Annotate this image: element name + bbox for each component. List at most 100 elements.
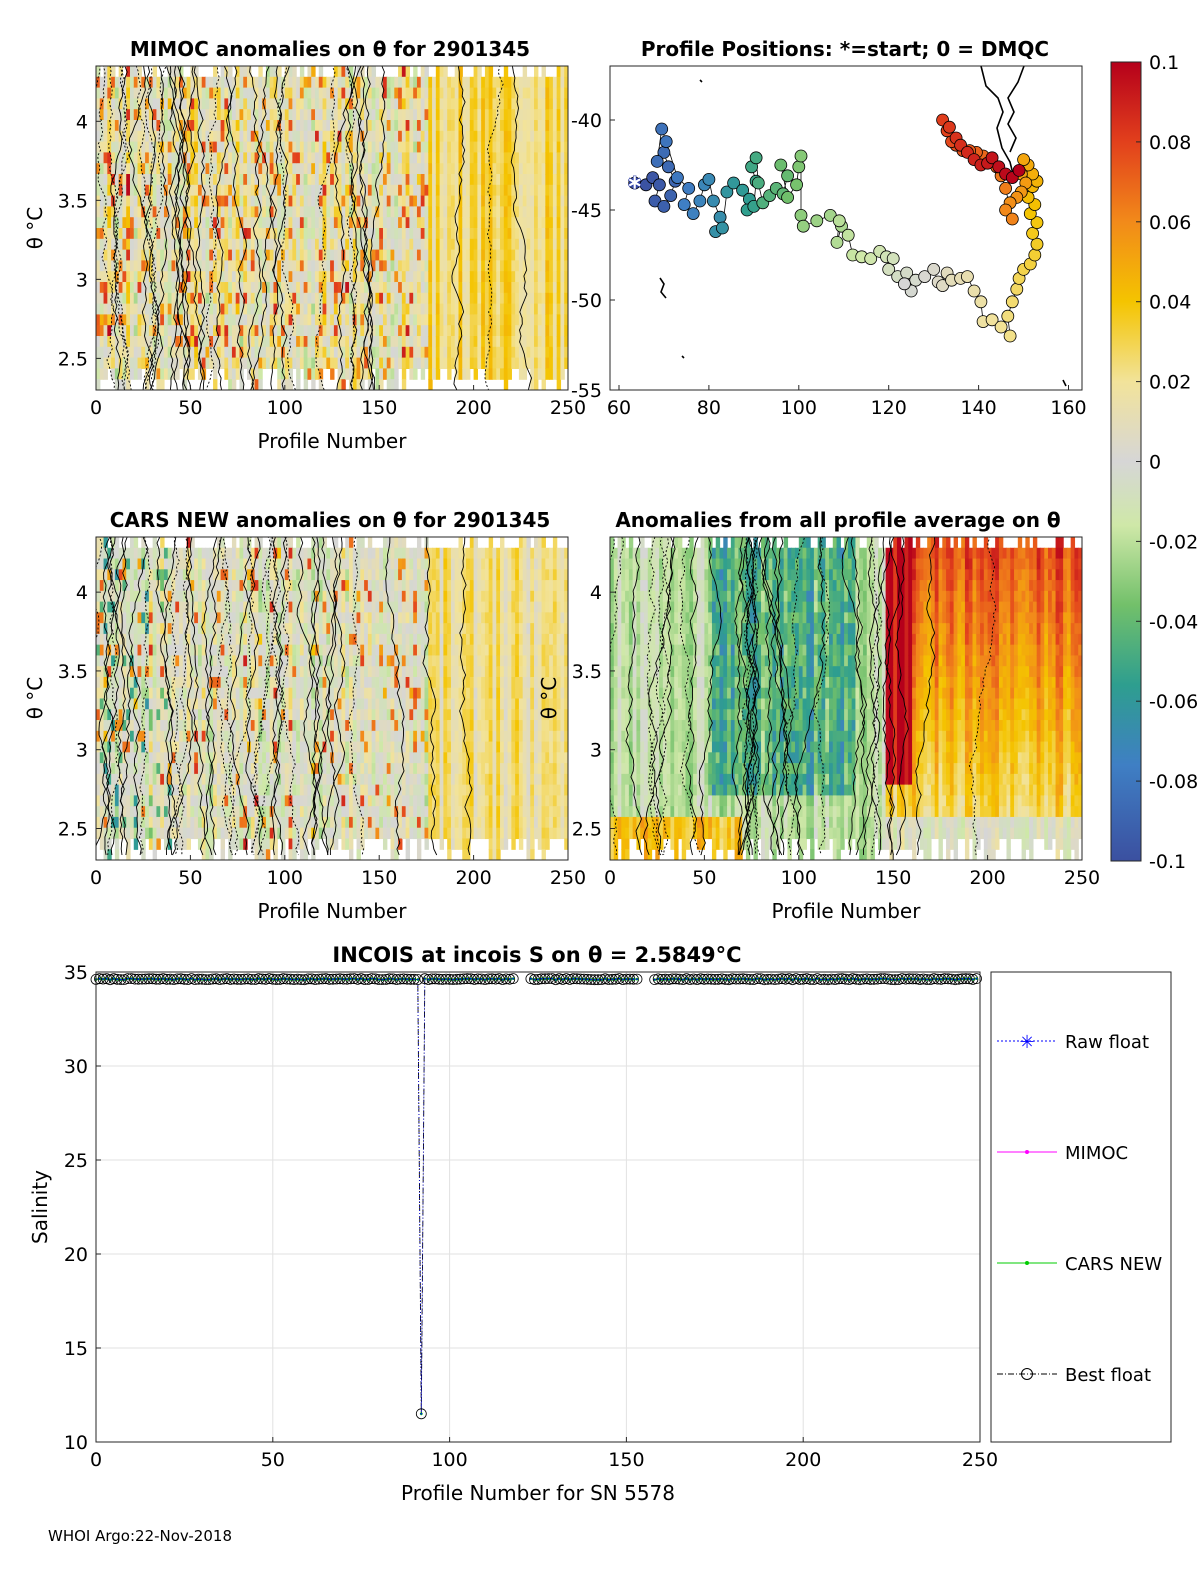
heatmap-cell — [265, 206, 271, 218]
heatmap-cell — [148, 623, 154, 635]
heatmap-cell — [292, 163, 297, 175]
heatmap-cell — [163, 547, 169, 560]
heatmap-cell — [405, 336, 411, 348]
mimoc-title: MIMOC anomalies on θ for 2901345 — [130, 37, 530, 61]
heatmap-cell — [111, 174, 116, 186]
profile-position-dot — [693, 194, 707, 208]
heatmap-cell — [107, 130, 112, 143]
heatmap-cell — [167, 152, 173, 164]
heatmap-cell — [220, 720, 225, 732]
heatmap-cell — [469, 184, 475, 197]
heatmap-cell — [265, 76, 271, 89]
heatmap-cell — [145, 752, 150, 764]
heatmap-cell — [129, 623, 135, 635]
heatmap-cell — [99, 325, 105, 337]
heatmap-cell — [103, 130, 108, 143]
heatmap-cell — [171, 314, 176, 326]
heatmap-cell — [213, 379, 218, 390]
heatmap-cell — [182, 109, 188, 121]
heatmap-cell — [462, 163, 467, 175]
heatmap-cell — [435, 98, 441, 110]
heatmap-cell — [307, 87, 312, 99]
heatmap-cell — [163, 346, 169, 359]
heatmap-cell — [239, 379, 244, 390]
heatmap-cell — [371, 357, 377, 369]
heatmap-cell — [296, 249, 301, 261]
heatmap-cell — [186, 601, 191, 613]
heatmap-cell — [492, 325, 497, 337]
contour-line — [145, 66, 167, 390]
heatmap-cell — [213, 206, 218, 218]
heatmap-cell — [537, 76, 543, 89]
heatmap-cell — [315, 98, 320, 110]
heatmap-cell — [209, 260, 214, 272]
heatmap-cell — [231, 228, 237, 240]
heatmap-cell — [171, 368, 176, 380]
heatmap-cell — [141, 547, 146, 560]
heatmap-cell — [345, 336, 350, 348]
heatmap-cell — [152, 163, 158, 175]
heatmap-cell — [114, 547, 120, 560]
heatmap-cell — [167, 336, 173, 348]
heatmap-cell — [413, 238, 418, 251]
heatmap-cell — [371, 314, 377, 326]
heatmap-cell — [197, 838, 203, 850]
heatmap-cell — [552, 357, 558, 369]
heatmap-cell — [96, 260, 101, 272]
heatmap-cell — [209, 601, 214, 613]
heatmap-cell — [337, 66, 343, 78]
heatmap-cell — [167, 590, 173, 603]
heatmap-cell — [333, 325, 339, 337]
heatmap-cell — [160, 580, 165, 592]
heatmap-cell — [277, 303, 282, 315]
heatmap-cell — [111, 763, 116, 775]
heatmap-cell — [254, 109, 259, 121]
heatmap-cell — [352, 303, 358, 315]
heatmap-cell — [443, 357, 448, 369]
heatmap-cell — [284, 238, 290, 251]
heatmap-cell — [398, 184, 403, 197]
heatmap-cell — [163, 838, 169, 850]
heatmap-cell — [186, 709, 191, 721]
heatmap-cell — [163, 698, 169, 710]
heatmap-cell — [326, 260, 331, 272]
heatmap-cell — [160, 698, 165, 710]
heatmap-cell — [545, 195, 550, 207]
heatmap-cell — [284, 314, 290, 326]
heatmap-cell — [409, 76, 414, 89]
heatmap-cell — [541, 206, 546, 218]
heatmap-cell — [534, 152, 539, 164]
heatmap-cell — [133, 827, 139, 840]
heatmap-cell — [488, 357, 494, 369]
positions-axes-frame — [609, 65, 1083, 391]
heatmap-cell — [175, 217, 180, 229]
heatmap-cell — [171, 580, 176, 592]
heatmap-cell — [367, 120, 373, 132]
heatmap-cell — [163, 784, 169, 796]
heatmap-cell — [352, 260, 358, 272]
heatmap-cell — [356, 368, 361, 380]
heatmap-cell — [296, 346, 301, 359]
heatmap-cell — [560, 184, 565, 197]
heatmap-cell — [247, 130, 252, 143]
heatmap-cell — [545, 303, 550, 315]
heatmap-cell — [186, 206, 191, 218]
profile-position-dot — [790, 178, 803, 192]
heatmap-cell — [515, 303, 520, 315]
contour-line — [451, 66, 466, 390]
heatmap-cell — [201, 795, 207, 807]
heatmap-cell — [182, 303, 188, 315]
heatmap-cell — [432, 141, 437, 153]
profile-position-dot — [707, 194, 720, 208]
contour-line — [110, 66, 128, 390]
heatmap-cell — [435, 109, 441, 121]
heatmap-cell — [530, 76, 535, 89]
heatmap-cell — [231, 547, 237, 560]
heatmap-cell — [220, 547, 225, 560]
heatmap-cell — [341, 174, 346, 186]
heatmap-cell — [473, 292, 478, 305]
heatmap-cell — [190, 325, 195, 337]
heatmap-cell — [171, 644, 176, 657]
heatmap-cell — [141, 152, 146, 164]
heatmap-cell — [420, 368, 426, 380]
